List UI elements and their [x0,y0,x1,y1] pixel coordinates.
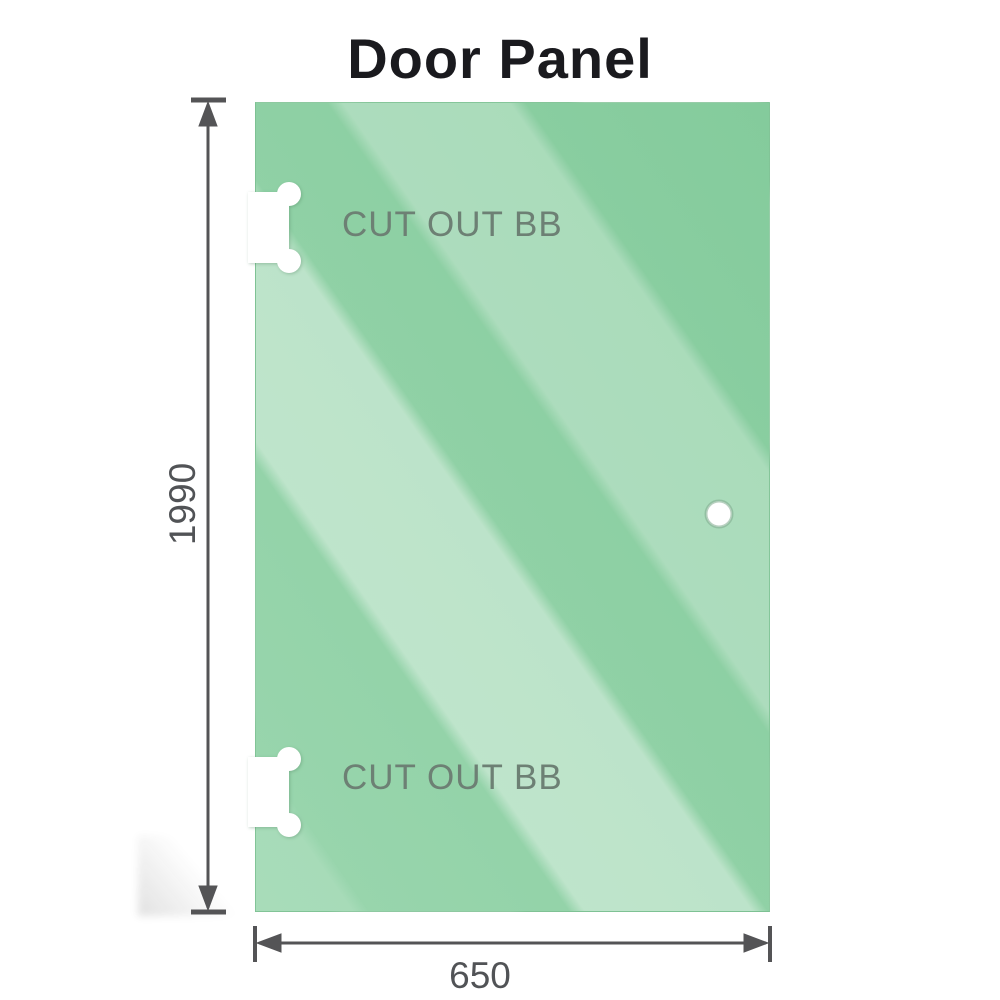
width-dimension-line [253,926,772,962]
cutout-top-label: CUT OUT BB [342,205,563,244]
arrowhead-down-icon [198,885,218,912]
door-panel-glass [255,102,770,912]
cutout-bottom-label: CUT OUT BB [342,758,563,797]
handle-hole [704,499,734,529]
hinge-cutout-bottom [248,747,301,837]
width-dimension-label: 650 [449,955,511,996]
hinge-cutout-top [248,182,301,273]
diagram-title: Door Panel [347,27,653,90]
shadow-artifact [138,836,236,916]
height-dimension-label: 1990 [162,462,203,546]
arrowhead-right-icon [743,933,770,953]
arrowhead-up-icon [198,100,218,127]
arrowhead-left-icon [255,933,282,953]
height-dimension-line [191,97,226,915]
